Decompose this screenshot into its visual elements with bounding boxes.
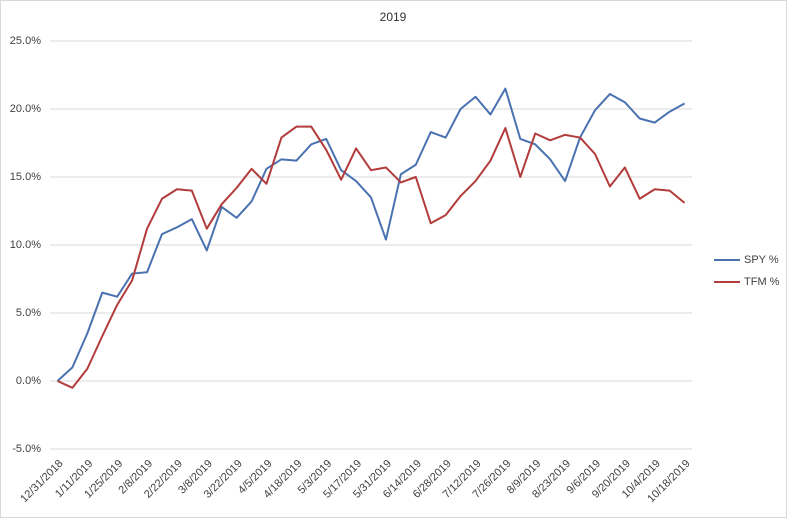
y-tick-label: 10.0%: [10, 239, 41, 251]
y-tick-label: 20.0%: [10, 103, 41, 115]
y-tick-label: 5.0%: [16, 307, 41, 319]
y-tick-label: -5.0%: [12, 443, 41, 455]
y-tick-label: 15.0%: [10, 171, 41, 183]
y-tick-label: 0.0%: [16, 375, 41, 387]
legend-label: SPY %: [744, 254, 779, 266]
chart-title: 2019: [380, 10, 407, 24]
legend-label: TFM %: [744, 276, 780, 288]
y-tick-label: 25.0%: [10, 35, 41, 47]
series-line: [57, 125, 686, 389]
